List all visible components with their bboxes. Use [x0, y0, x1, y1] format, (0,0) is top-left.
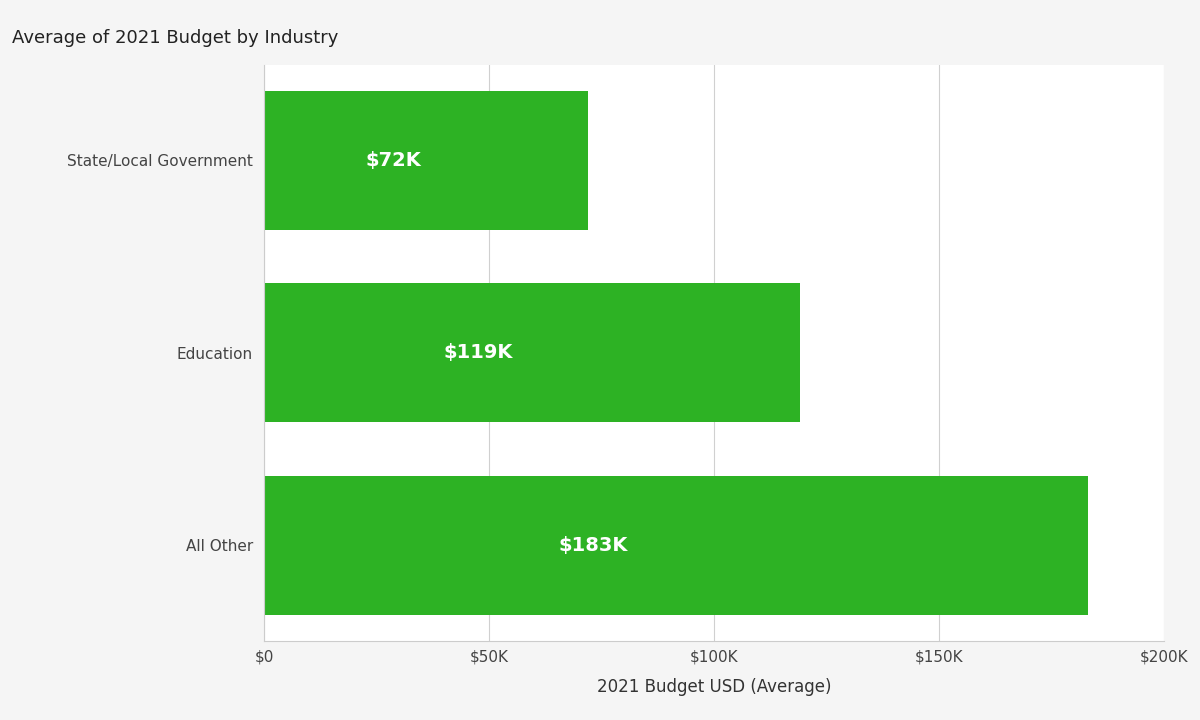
Text: $119K: $119K	[444, 343, 512, 362]
Text: Average of 2021 Budget by Industry: Average of 2021 Budget by Industry	[12, 29, 338, 47]
Text: $72K: $72K	[366, 150, 421, 170]
Bar	[264, 284, 799, 422]
Bar	[264, 91, 588, 230]
Bar	[264, 476, 1087, 615]
X-axis label: 2021 Budget USD (Average): 2021 Budget USD (Average)	[596, 678, 832, 696]
Text: $183K: $183K	[559, 536, 628, 555]
